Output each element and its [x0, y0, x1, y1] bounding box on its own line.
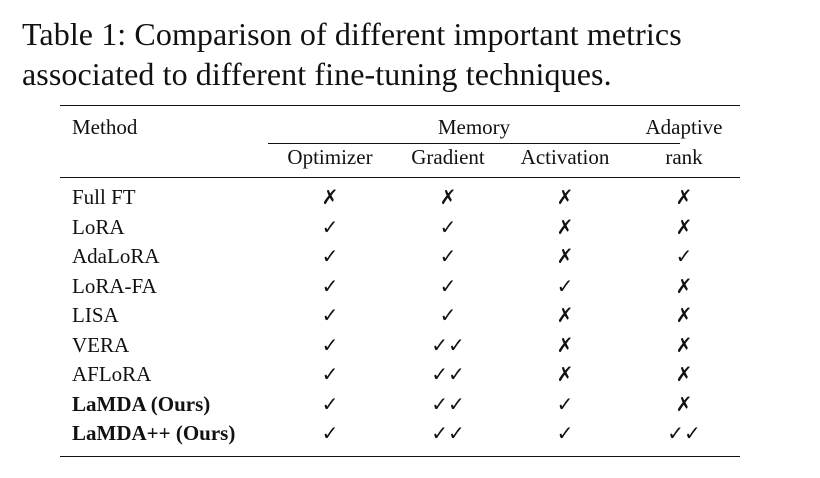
row-gradient-mark: ✓ — [439, 303, 457, 327]
header-gradient: Gradient — [411, 145, 485, 169]
header-memory: Memory — [437, 115, 511, 139]
row-method: VERA — [72, 332, 130, 357]
row-adaptive-mark: ✗ — [675, 391, 693, 416]
row-gradient-mark: ✓✓ — [431, 391, 465, 416]
row-method: LoRA — [72, 214, 125, 239]
row-optimizer-mark: ✗ — [321, 185, 339, 209]
row-activation-mark: ✗ — [556, 332, 574, 357]
row-adaptive-mark: ✗ — [675, 332, 693, 357]
row-optimizer-mark: ✓ — [321, 214, 339, 239]
row-method: LISA — [72, 303, 119, 327]
row-method: LaMDA (Ours) — [72, 391, 211, 416]
row-gradient-mark: ✓✓ — [431, 421, 465, 445]
row-gradient-mark: ✓ — [439, 273, 457, 298]
row-optimizer-mark: ✓ — [321, 362, 339, 386]
row-method: LoRA-FA — [72, 273, 157, 298]
row-optimizer-mark: ✓ — [321, 332, 339, 357]
row-optimizer-mark: ✓ — [321, 391, 339, 416]
caption-line-1: Table 1: Comparison of different importa… — [22, 16, 682, 52]
header-rank: rank — [665, 145, 703, 169]
row-method: AdaLoRA — [72, 244, 160, 268]
row-adaptive-mark: ✓ — [675, 244, 693, 268]
caption-line-2: associated to different fine-tuning tech… — [22, 56, 612, 92]
row-method: LaMDA++ (Ours) — [72, 421, 236, 445]
row-method: Full FT — [72, 185, 136, 209]
row-adaptive-mark: ✗ — [675, 273, 693, 298]
header-activation: Activation — [520, 145, 610, 169]
row-adaptive-mark: ✓✓ — [667, 421, 701, 445]
row-activation-mark: ✗ — [556, 214, 574, 239]
header-method: Method — [72, 115, 138, 139]
row-gradient-mark: ✓ — [439, 244, 457, 268]
row-activation-mark: ✓ — [556, 421, 574, 445]
row-activation-mark: ✗ — [556, 362, 574, 386]
table-caption: Table 1: Comparison of different importa… — [22, 14, 802, 94]
row-adaptive-mark: ✗ — [675, 362, 693, 386]
row-activation-mark: ✓ — [556, 273, 574, 298]
row-optimizer-mark: ✓ — [321, 244, 339, 268]
row-gradient-mark: ✗ — [439, 185, 457, 209]
row-adaptive-mark: ✗ — [675, 185, 693, 209]
header-optimizer: Optimizer — [287, 145, 373, 169]
bottom-rule — [60, 456, 740, 457]
row-optimizer-mark: ✓ — [321, 273, 339, 298]
top-rule — [60, 105, 740, 106]
row-activation-mark: ✗ — [556, 185, 574, 209]
row-adaptive-mark: ✗ — [675, 214, 693, 239]
row-gradient-mark: ✓✓ — [431, 332, 465, 357]
row-adaptive-mark: ✗ — [675, 303, 693, 327]
row-method: AFLoRA — [72, 362, 152, 386]
row-gradient-mark: ✓ — [439, 214, 457, 239]
row-gradient-mark: ✓✓ — [431, 362, 465, 386]
row-activation-mark: ✗ — [556, 303, 574, 327]
row-optimizer-mark: ✓ — [321, 303, 339, 327]
row-activation-mark: ✓ — [556, 391, 574, 416]
header-adaptive: Adaptive — [645, 115, 723, 139]
memory-cmidrule — [268, 143, 680, 144]
row-optimizer-mark: ✓ — [321, 421, 339, 445]
row-activation-mark: ✗ — [556, 244, 574, 268]
header-rule — [60, 177, 740, 178]
